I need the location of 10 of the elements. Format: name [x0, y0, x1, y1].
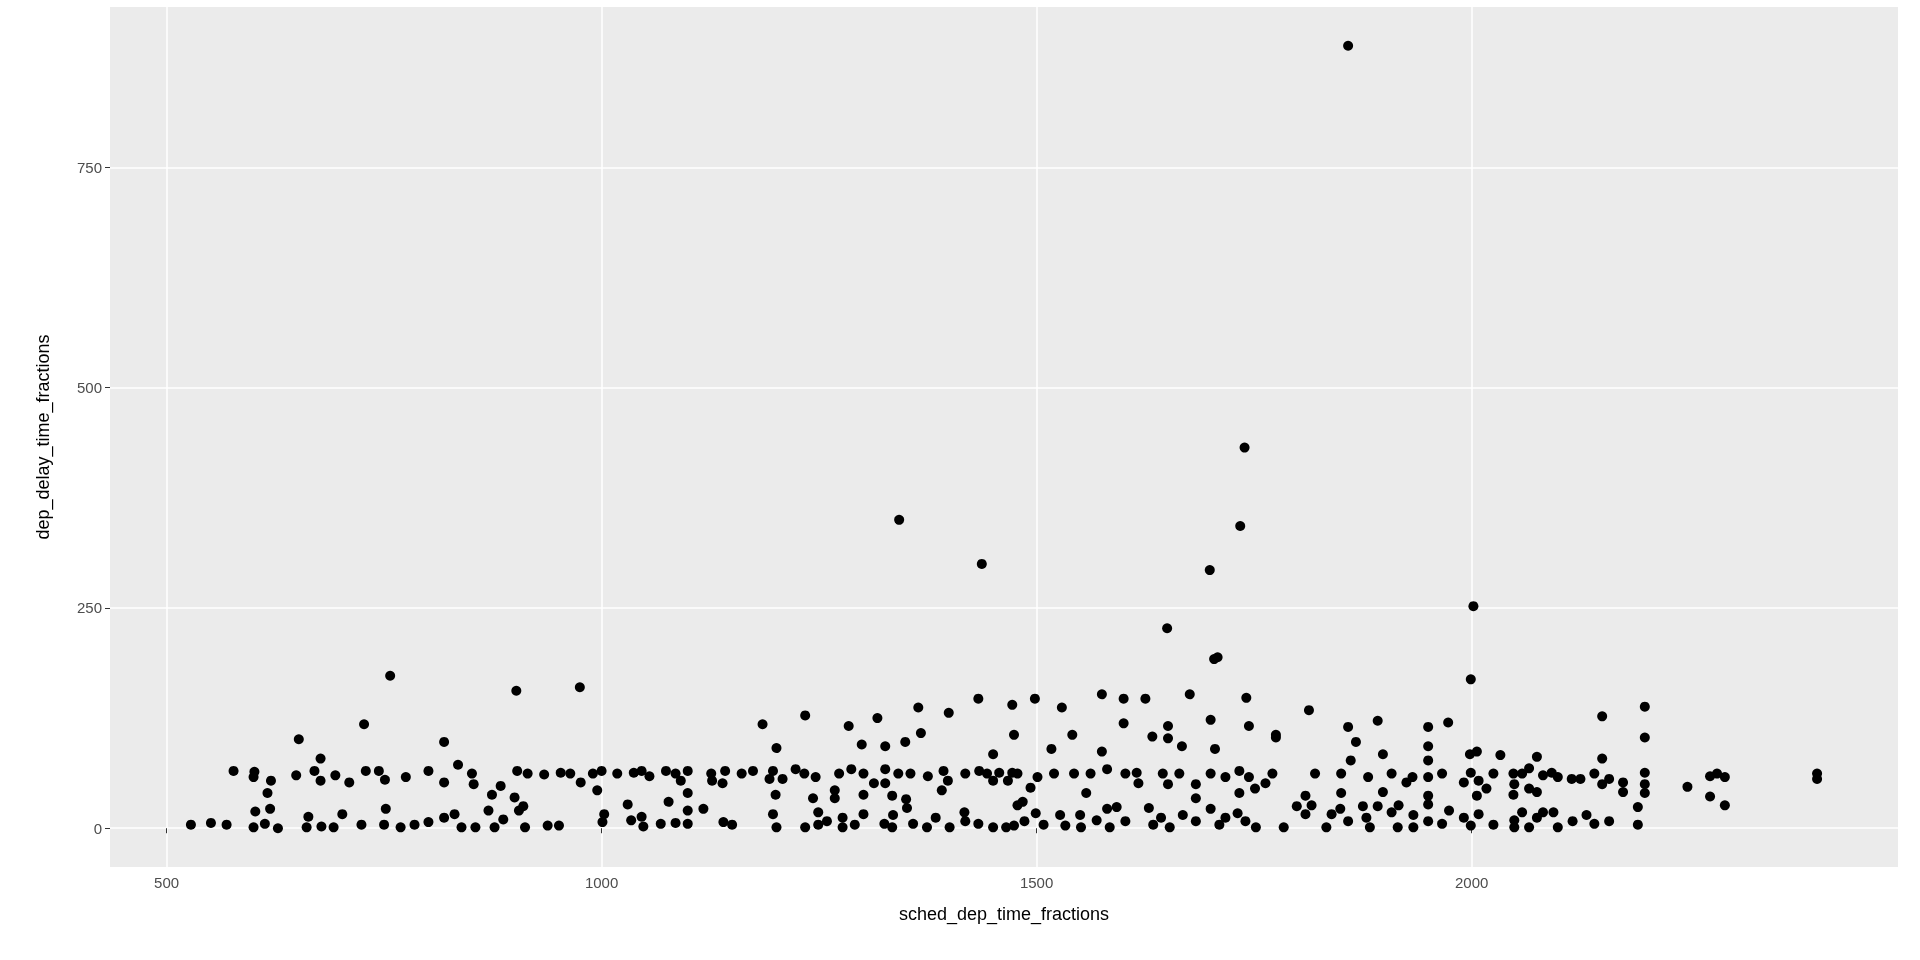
- y-axis-title: dep_delay_time_fractions: [33, 334, 54, 540]
- x-tick-label: 2000: [1454, 874, 1489, 891]
- y-tick-label: 250: [76, 599, 102, 617]
- x-tick-label: 1500: [1019, 874, 1054, 891]
- y-tick-label: 500: [76, 379, 102, 397]
- x-tick-label: 1000: [584, 874, 619, 891]
- y-tick-label: 750: [76, 158, 102, 176]
- y-tick-label: 0: [93, 819, 102, 837]
- x-axis-title: sched_dep_time_fractions: [898, 904, 1110, 925]
- x-tick-label: 500: [154, 874, 180, 891]
